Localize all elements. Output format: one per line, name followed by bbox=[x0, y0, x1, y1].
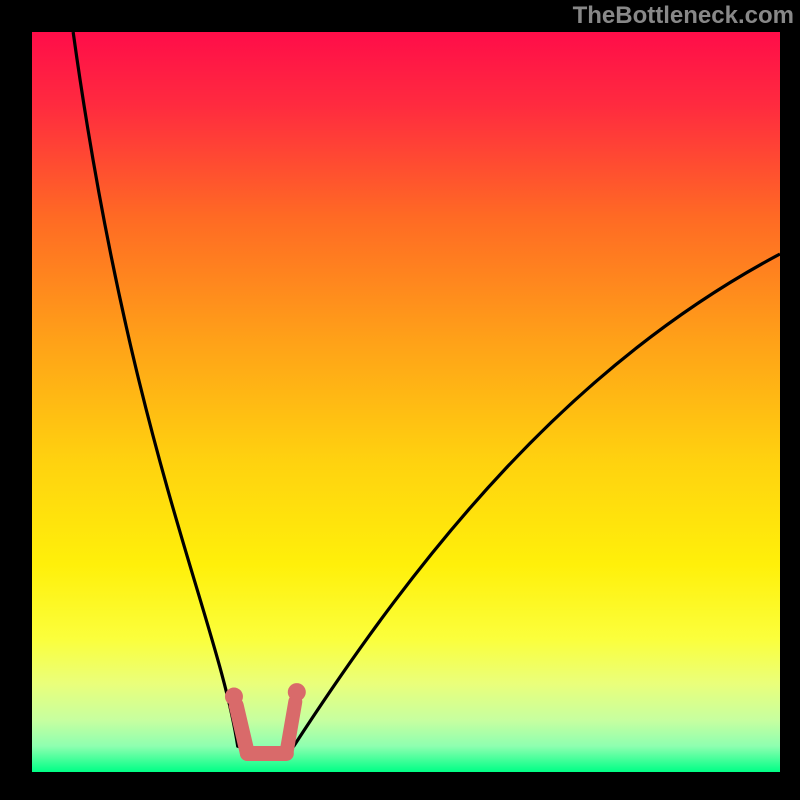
bottleneck-chart bbox=[0, 0, 800, 800]
chart-container: TheBottleneck.com bbox=[0, 0, 800, 800]
watermark-text: TheBottleneck.com bbox=[573, 2, 794, 30]
